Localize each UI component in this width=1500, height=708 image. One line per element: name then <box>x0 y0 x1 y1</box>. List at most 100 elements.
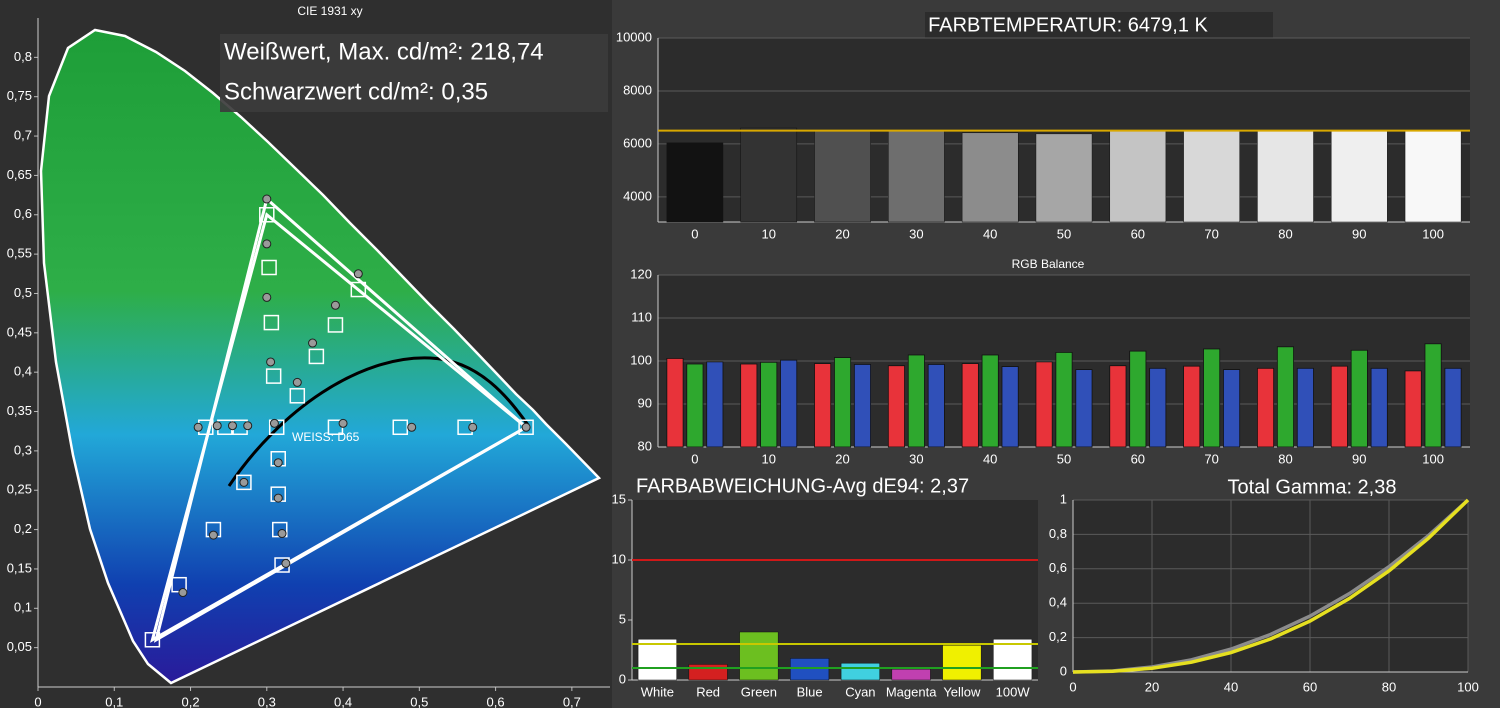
y-tick-label: 0,75 <box>7 88 32 103</box>
measured-point <box>468 422 478 432</box>
x-tick-label: 40 <box>983 226 997 241</box>
measured-point <box>269 418 279 428</box>
bar <box>1109 130 1167 223</box>
measured-point <box>262 239 272 249</box>
bar <box>760 361 778 448</box>
measured-point <box>308 338 318 348</box>
chart-title: RGB Balance <box>1012 257 1085 271</box>
target-point <box>236 474 252 491</box>
bar <box>740 363 758 448</box>
plot-area <box>1073 500 1468 672</box>
y-tick-label: 80 <box>638 438 652 453</box>
measured-point <box>243 421 253 431</box>
measured-point <box>193 422 203 432</box>
bar <box>981 354 999 448</box>
x-tick-label: 0,7 <box>563 694 581 708</box>
bar <box>1055 351 1073 448</box>
target-point <box>144 632 161 648</box>
x-tick-label: 80 <box>1278 226 1292 241</box>
bar <box>706 361 724 448</box>
y-tick-label: 0,7 <box>14 127 32 142</box>
bar <box>790 658 830 681</box>
bar <box>1001 366 1019 448</box>
y-tick-label: 8000 <box>623 82 652 97</box>
y-tick-label: 0,6 <box>14 206 32 221</box>
y-tick-label: 0,15 <box>7 560 32 575</box>
measured-point <box>338 418 348 428</box>
bar <box>1330 365 1348 448</box>
y-tick-label: 0 <box>619 671 626 686</box>
target-point <box>289 388 306 404</box>
y-tick-label: 0,8 <box>14 49 32 64</box>
gamut-triangle <box>153 196 529 643</box>
x-tick-label: 0,5 <box>410 694 428 708</box>
x-tick-label: 10 <box>761 226 775 241</box>
y-tick-label: 0,2 <box>1049 629 1067 644</box>
target-point <box>518 419 534 436</box>
planckian-locus <box>227 356 530 487</box>
annotation: Weißwert, Max. cd/m²: 218,74 <box>224 38 544 65</box>
x-tick-label: 40 <box>983 451 997 466</box>
bar <box>739 631 779 681</box>
bar <box>993 638 1033 681</box>
y-tick-label: 110 <box>631 309 652 324</box>
bar <box>942 644 982 681</box>
y-tick-label: 15 <box>612 491 626 506</box>
x-tick-label: 30 <box>909 451 923 466</box>
bar <box>666 358 684 448</box>
y-tick-label: 0,55 <box>7 246 32 261</box>
measured-point <box>212 421 222 431</box>
target-point <box>308 348 325 365</box>
x-tick-label: 0,3 <box>258 694 276 708</box>
target-point <box>327 317 344 333</box>
bar <box>1257 367 1275 448</box>
x-tick-label: 0 <box>1069 679 1076 694</box>
bar <box>1257 130 1314 223</box>
x-tick-label: 0,1 <box>105 694 123 708</box>
measured-point <box>273 458 283 468</box>
bar <box>1404 129 1462 223</box>
measured-point <box>208 530 218 540</box>
x-tick-label: Cyan <box>845 684 875 699</box>
x-tick-label: 50 <box>1057 226 1071 241</box>
bar <box>1404 370 1422 448</box>
x-tick-label: 100 <box>1457 679 1479 694</box>
bar <box>961 132 1019 223</box>
x-tick-label: 20 <box>835 451 849 466</box>
bar <box>814 363 832 448</box>
x-tick-label: 0,4 <box>334 694 352 708</box>
x-tick-label: Magenta <box>886 684 937 699</box>
x-tick-label: 0,2 <box>181 694 199 708</box>
bar <box>780 359 798 448</box>
y-tick-label: 10 <box>612 551 626 566</box>
target-point <box>350 281 367 298</box>
gamma-line <box>1072 498 1470 674</box>
x-tick-label: 0 <box>691 451 698 466</box>
measured-point <box>277 529 287 539</box>
annotation: Schwarzwert cd/m²: 0,35 <box>224 78 488 105</box>
bar <box>1075 369 1093 448</box>
y-tick-label: 10000 <box>616 29 652 44</box>
y-tick-label: 0,25 <box>7 482 32 497</box>
measured-point <box>227 421 237 431</box>
y-tick-label: 5 <box>619 611 626 626</box>
bar <box>637 638 677 681</box>
x-tick-label: 80 <box>1382 679 1396 694</box>
bar <box>686 363 704 448</box>
bar <box>834 357 852 448</box>
y-tick-label: 120 <box>630 266 652 281</box>
bar <box>1129 350 1147 448</box>
measured-point <box>239 477 249 487</box>
x-tick-label: 70 <box>1204 451 1218 466</box>
bar <box>1149 367 1167 448</box>
title-band <box>925 12 1273 40</box>
measured-point <box>330 300 340 310</box>
bar <box>1370 367 1388 448</box>
measured-point <box>407 422 417 432</box>
bar <box>1109 365 1127 448</box>
x-tick-label: 90 <box>1352 451 1366 466</box>
bar <box>1035 133 1093 223</box>
x-tick-label: 60 <box>1131 451 1145 466</box>
x-tick-label: 100W <box>996 684 1031 699</box>
